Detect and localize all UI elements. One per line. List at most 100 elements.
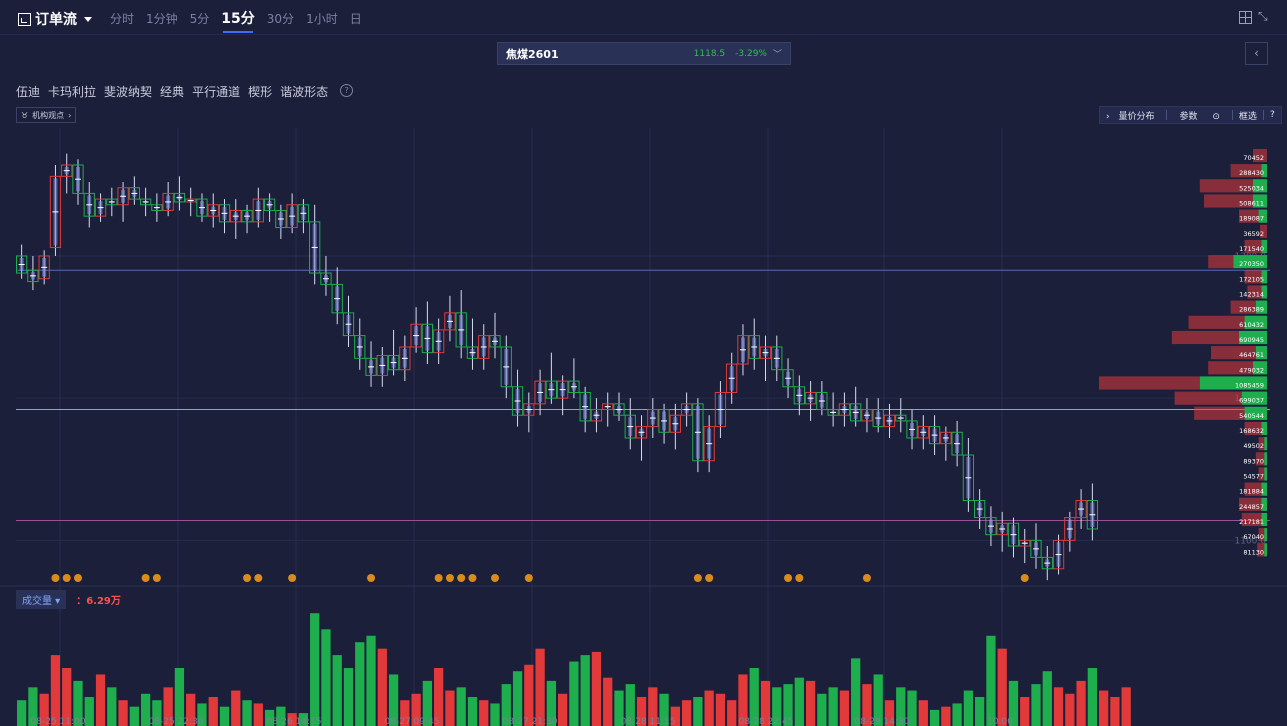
tool-wedge[interactable]: 楔形 <box>248 85 273 99</box>
candle-body <box>478 335 490 359</box>
volume-indicator-select[interactable]: 成交量 ▾ <box>16 590 67 609</box>
drawing-tools: 伍迪 卡玛利拉 斐波纳契 经典 平行通道 楔形 谐波形态 ? <box>16 83 354 100</box>
profile-buy-bar <box>1239 330 1267 345</box>
profile-row: 288430 <box>1230 164 1267 178</box>
candle-body <box>1052 539 1065 570</box>
period-tab-time-share[interactable]: 分时 <box>110 12 135 26</box>
candle-body <box>365 357 377 376</box>
app-title-menu[interactable]: 订单流 <box>18 9 92 29</box>
x-axis-label: 08-27 09:45 <box>385 717 440 726</box>
profile-row: 54577 <box>1243 467 1267 481</box>
volume-bar <box>129 706 139 726</box>
candle-body <box>1007 522 1020 547</box>
volume-bar <box>524 664 534 726</box>
ticker-price: 1118.5 <box>693 48 726 59</box>
institution-view-label: 机构观点 <box>32 110 65 120</box>
expand-icon[interactable]: ⤡ <box>1258 9 1268 23</box>
candle-body <box>996 522 1008 536</box>
volume-bar <box>1110 697 1120 726</box>
tool-parallel-channel[interactable]: 平行通道 <box>192 85 241 99</box>
institution-view-button[interactable]: ♉ 机构观点 › <box>16 107 77 123</box>
help-icon[interactable]: ? <box>340 84 354 97</box>
profile-sell-bar <box>1260 224 1267 238</box>
volume-bar <box>727 700 737 726</box>
profile-label: 54577 <box>1243 473 1264 481</box>
event-marker <box>524 574 533 582</box>
volume-bar <box>343 668 354 726</box>
volume-bar <box>704 690 714 726</box>
profile-sell-bar <box>1244 270 1262 284</box>
tool-classic[interactable]: 经典 <box>160 85 185 99</box>
candle-body <box>692 403 704 462</box>
candle-body <box>748 335 760 359</box>
profile-label: 244857 <box>1239 503 1264 511</box>
profile-label: 525034 <box>1239 184 1264 192</box>
volume-bar <box>873 674 883 726</box>
profile-row: 1085459 <box>1099 376 1267 390</box>
layout-grid-icon[interactable] <box>1239 11 1252 24</box>
ticker-selector[interactable]: 焦煤2601 1118.5 -3.29% ﹀ <box>497 42 791 65</box>
candle-body <box>714 391 727 428</box>
tool-harmonic[interactable]: 谐波形态 <box>280 85 329 99</box>
tool-woody[interactable]: 伍迪 <box>16 85 41 99</box>
volume-profile-label: 量价分布 <box>1118 111 1155 122</box>
profile-buy-bar <box>1244 315 1267 329</box>
price-chart[interactable]: 1200.01150.01100.07045228843052503450861… <box>0 128 1287 726</box>
volume-bar <box>332 655 342 726</box>
volume-bar <box>738 674 748 726</box>
profile-label: 690945 <box>1239 336 1264 344</box>
volume-profile-button[interactable]: › 量价分布 <box>1100 109 1166 122</box>
candle-body <box>928 426 941 445</box>
profile-row: 36592 <box>1243 224 1267 238</box>
chevron-right-icon: › <box>68 110 72 120</box>
volume-bar <box>28 687 38 726</box>
profile-label: 172105 <box>1239 275 1264 283</box>
volume-bar <box>851 658 861 726</box>
candle-body <box>207 204 219 217</box>
volume-bar <box>366 635 376 726</box>
volume-bar <box>355 642 365 726</box>
profile-label: 49502 <box>1243 442 1264 450</box>
volume-bar <box>952 703 962 726</box>
profile-buy-bar <box>1261 270 1267 284</box>
profile-buy-bar <box>1261 421 1267 436</box>
volume-value: ：6.29万 <box>76 596 121 607</box>
chart-icon <box>18 12 31 26</box>
candle-body <box>252 198 264 223</box>
profile-sell-bar <box>1258 528 1265 542</box>
candle-body <box>61 164 73 177</box>
volume-bar <box>17 700 27 726</box>
period-tab-30min[interactable]: 30分 <box>266 12 295 26</box>
volume-bar <box>264 709 275 726</box>
volume-bar <box>84 697 94 726</box>
orderflow-bar <box>188 201 193 203</box>
volume-bar <box>50 655 61 726</box>
period-tab-day[interactable]: 日 <box>349 12 362 26</box>
period-tab-1hour[interactable]: 1小时 <box>306 12 338 26</box>
profile-sell-bar <box>1244 421 1262 436</box>
profile-sell-bar <box>1239 497 1262 511</box>
tool-camarilla[interactable]: 卡玛利拉 <box>48 85 97 99</box>
candle-body <box>771 346 783 371</box>
candle-body <box>974 500 986 519</box>
period-tab-5min[interactable]: 5分 <box>189 12 210 26</box>
candle-body <box>354 335 366 359</box>
tool-fibonacci[interactable]: 斐波纳契 <box>104 85 153 99</box>
event-marker <box>434 574 443 582</box>
candle-body <box>906 420 918 439</box>
candle-body <box>173 192 186 203</box>
volume-bar <box>73 680 83 726</box>
collapse-panel-button[interactable]: ‹ <box>1245 42 1268 65</box>
select-button[interactable]: 框选 <box>1238 111 1257 122</box>
volume-bar <box>95 674 106 726</box>
volume-bar <box>693 697 703 726</box>
profile-sell-bar <box>1241 512 1262 527</box>
period-tab-15min[interactable]: 15分 <box>215 8 260 33</box>
profile-label: 89370 <box>1243 457 1264 465</box>
period-tab-1min[interactable]: 1分钟 <box>146 12 178 26</box>
volume-bar <box>501 684 511 726</box>
params-button[interactable]: 参数 ⊙ <box>1167 109 1231 122</box>
help-icon[interactable]: ? <box>1269 110 1275 120</box>
volume-bar <box>715 693 726 726</box>
event-marker <box>152 574 161 582</box>
